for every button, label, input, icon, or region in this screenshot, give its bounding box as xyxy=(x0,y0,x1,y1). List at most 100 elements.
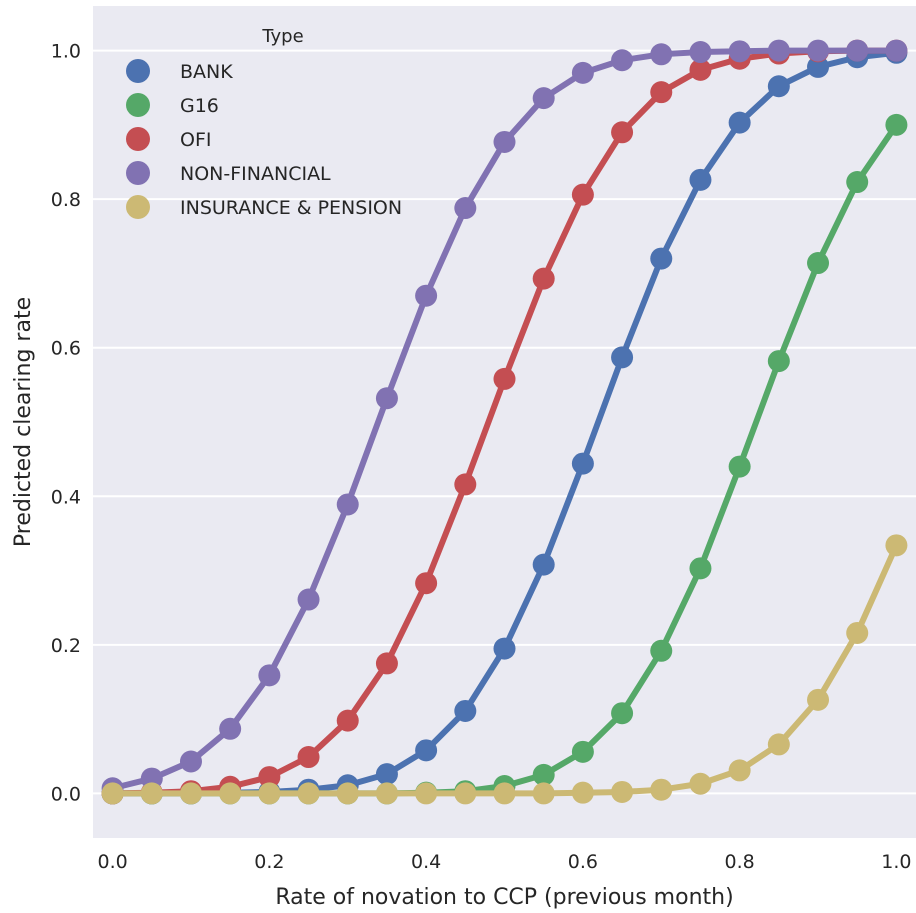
data-point xyxy=(140,782,163,805)
data-point xyxy=(101,782,124,805)
y-tick-label: 0.2 xyxy=(51,635,81,657)
data-point xyxy=(767,75,790,98)
data-point xyxy=(493,367,516,390)
data-point xyxy=(728,111,751,134)
plot-background xyxy=(93,6,916,838)
data-point xyxy=(807,252,830,275)
data-point xyxy=(493,782,516,805)
data-point xyxy=(611,346,634,369)
data-point xyxy=(532,782,555,805)
data-point xyxy=(689,557,712,580)
data-point xyxy=(650,81,673,104)
data-point xyxy=(415,284,438,307)
x-axis-ticks: 0.0 0.2 0.4 0.6 0.8 1.0 xyxy=(97,851,911,873)
y-tick-label: 0.4 xyxy=(51,486,81,508)
y-tick-label: 0.0 xyxy=(51,783,81,805)
data-point xyxy=(297,782,320,805)
data-point xyxy=(219,782,242,805)
data-point xyxy=(571,740,594,763)
legend-item: G16 xyxy=(126,93,219,117)
data-point xyxy=(885,39,908,62)
y-axis-ticks: 0.0 0.2 0.4 0.6 0.8 1.0 xyxy=(51,41,81,806)
data-point xyxy=(454,782,477,805)
legend-item: OFI xyxy=(126,127,212,151)
data-point xyxy=(571,61,594,84)
data-point xyxy=(689,41,712,64)
legend-item: NON-FINANCIAL xyxy=(126,161,331,185)
data-point xyxy=(767,39,790,62)
data-point xyxy=(611,780,634,803)
legend-label: BANK xyxy=(180,61,233,83)
legend-label: NON-FINANCIAL xyxy=(180,163,331,185)
legend-title: Type xyxy=(261,26,303,47)
data-point xyxy=(650,639,673,662)
legend-label: G16 xyxy=(180,95,219,117)
data-point xyxy=(375,782,398,805)
data-point xyxy=(415,739,438,762)
data-point xyxy=(767,733,790,756)
grid xyxy=(93,49,916,795)
legend: Type BANK G16 OFI NON-FINANCIAL INSURANCE & … xyxy=(126,26,402,219)
data-point xyxy=(571,452,594,475)
data-point xyxy=(728,40,751,63)
legend-item: INSURANCE & PENSION xyxy=(126,195,402,219)
x-axis-label: Rate of novation to CCP (previous month) xyxy=(275,885,733,910)
data-point xyxy=(454,699,477,722)
x-tick-label: 0.0 xyxy=(97,851,127,873)
series-non-financial xyxy=(101,39,908,800)
data-point xyxy=(728,455,751,478)
data-point xyxy=(571,183,594,206)
data-point xyxy=(611,49,634,72)
data-point xyxy=(885,534,908,557)
data-point xyxy=(689,168,712,191)
x-tick-label: 0.2 xyxy=(254,851,284,873)
data-point xyxy=(532,87,555,110)
data-point xyxy=(532,763,555,786)
x-tick-label: 1.0 xyxy=(881,851,911,873)
x-tick-label: 0.4 xyxy=(411,851,441,873)
data-point xyxy=(258,782,281,805)
data-point xyxy=(336,709,359,732)
data-point xyxy=(415,782,438,805)
data-point xyxy=(846,39,869,62)
legend-marker xyxy=(126,161,150,185)
data-point xyxy=(767,350,790,373)
data-point xyxy=(454,197,477,220)
legend-item: BANK xyxy=(126,59,233,83)
y-tick-label: 0.6 xyxy=(51,338,81,360)
data-point xyxy=(179,782,202,805)
data-point xyxy=(454,473,477,496)
data-point xyxy=(650,778,673,801)
data-point xyxy=(689,58,712,81)
data-point xyxy=(807,688,830,711)
data-point xyxy=(532,267,555,290)
data-point xyxy=(611,121,634,144)
data-point xyxy=(611,702,634,725)
legend-items: BANK G16 OFI NON-FINANCIAL INSURANCE & PENSI… xyxy=(126,59,402,219)
data-point xyxy=(258,766,281,789)
data-point xyxy=(807,55,830,78)
legend-marker xyxy=(126,127,150,151)
legend-marker xyxy=(126,59,150,83)
data-point xyxy=(375,763,398,786)
y-tick-label: 0.8 xyxy=(51,189,81,211)
data-point xyxy=(728,759,751,782)
data-point xyxy=(493,637,516,660)
data-point xyxy=(532,553,555,576)
data-point xyxy=(846,621,869,644)
data-point xyxy=(807,39,830,62)
data-point xyxy=(179,750,202,773)
data-point xyxy=(689,772,712,795)
legend-marker xyxy=(126,93,150,117)
data-point xyxy=(650,43,673,66)
x-tick-label: 0.6 xyxy=(568,851,598,873)
series-insurance-pension xyxy=(101,534,908,805)
x-tick-label: 0.8 xyxy=(725,851,755,873)
data-point xyxy=(336,782,359,805)
data-point xyxy=(375,387,398,410)
data-point xyxy=(493,130,516,153)
data-point xyxy=(415,572,438,595)
data-point xyxy=(885,113,908,136)
